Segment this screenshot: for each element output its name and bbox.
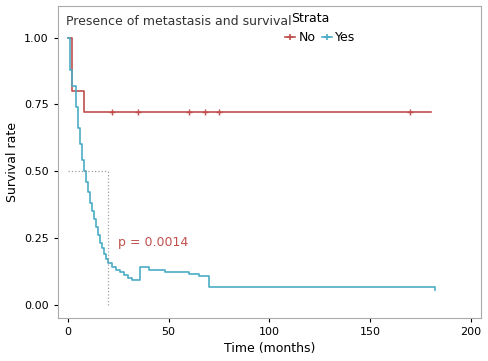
Text: p = 0.0014: p = 0.0014	[118, 236, 188, 249]
X-axis label: Time (months): Time (months)	[224, 343, 315, 356]
Legend: No, Yes: No, Yes	[280, 7, 361, 49]
Y-axis label: Survival rate: Survival rate	[5, 122, 19, 202]
Text: Presence of metastasis and survival: Presence of metastasis and survival	[66, 15, 292, 28]
